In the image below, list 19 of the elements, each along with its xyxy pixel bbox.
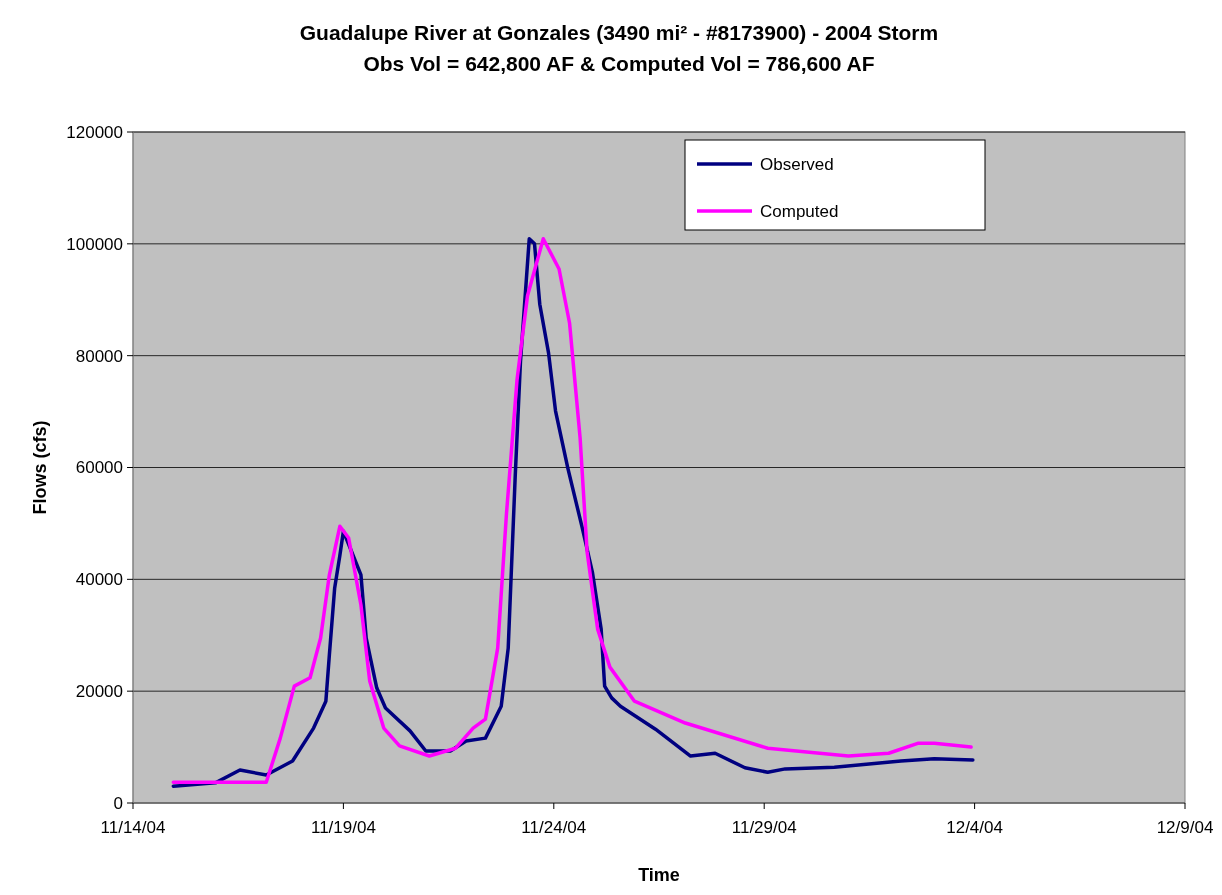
chart-title: Guadalupe River at Gonzales (3490 mi² - #8173900) - 2004 Storm [299, 21, 939, 44]
x-tick-label: 11/29/04 [731, 818, 797, 837]
legend-label: Observed [760, 154, 834, 174]
x-tick-label: 11/24/04 [521, 818, 587, 837]
y-tick-label: 40000 [75, 570, 123, 590]
x-tick-label: 11/19/04 [310, 818, 376, 837]
x-tick-label: 12/4/04 [946, 818, 1003, 837]
y-tick-label: 20000 [75, 682, 123, 702]
y-axis-title: Flows (cfs) [30, 420, 50, 515]
legend-label: Computed [760, 201, 839, 221]
y-tick-label: 100000 [66, 234, 123, 254]
y-tick-label: 80000 [75, 346, 123, 366]
y-tick-label: 60000 [75, 458, 123, 478]
chart-subtitle: Obs Vol = 642,800 AF & Computed Vol = 786,600 AF [363, 52, 875, 75]
y-tick-label: 120000 [66, 122, 123, 142]
y-tick-label: 0 [113, 793, 123, 813]
x-tick-label: 12/9/04 [1156, 818, 1214, 837]
x-tick-label: 11/14/04 [100, 818, 166, 837]
x-axis-title: Time [638, 865, 680, 885]
